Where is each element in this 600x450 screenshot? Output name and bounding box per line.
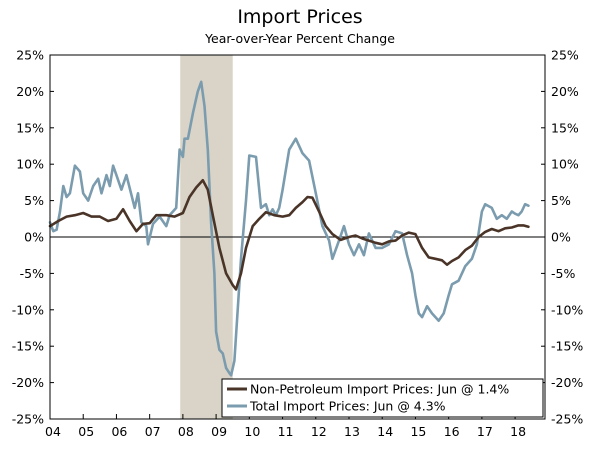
- y-tick-label-right: 20%: [551, 84, 579, 99]
- series-line-non-petroleum: [48, 178, 530, 291]
- chart-subtitle: Year-over-Year Percent Change: [205, 31, 395, 46]
- y-tick-label-right: -25%: [551, 412, 583, 427]
- x-tick-label: 04: [45, 424, 61, 439]
- y-tick-label-left: -25%: [12, 412, 44, 427]
- y-tick-label-right: 5%: [551, 193, 571, 208]
- x-tick-label: 16: [444, 424, 460, 439]
- x-tick-label: 08: [178, 424, 194, 439]
- y-tick-label-right: 10%: [551, 157, 579, 172]
- y-tick-label-right: 15%: [551, 120, 579, 135]
- legend: Non-Petroleum Import Prices: Jun @ 1.4% …: [221, 378, 544, 418]
- legend-label-non-petroleum: Non-Petroleum Import Prices: Jun @ 1.4%: [250, 382, 509, 397]
- x-tick-label: 15: [410, 424, 426, 439]
- x-tick-label: 14: [377, 424, 393, 439]
- x-tick-label: 06: [111, 424, 127, 439]
- legend-label-total: Total Import Prices: Jun @ 4.3%: [249, 399, 446, 414]
- x-tick-label: 05: [78, 424, 94, 439]
- y-tick-label-left: 5%: [24, 193, 44, 208]
- x-tick-label: 07: [145, 424, 161, 439]
- series-layer: [48, 80, 530, 377]
- x-tick-label: 18: [510, 424, 526, 439]
- series-line-total: [48, 80, 530, 377]
- x-tick-label: 13: [344, 424, 360, 439]
- y-tick-label-right: -15%: [551, 339, 583, 354]
- y-tick-label-right: -10%: [551, 302, 583, 317]
- y-tick-label-left: -5%: [20, 266, 44, 281]
- y-tick-label-left: -15%: [12, 339, 44, 354]
- x-tick-label: 09: [211, 424, 227, 439]
- y-tick-label-left: -10%: [12, 302, 44, 317]
- y-tick-label-right: -20%: [551, 375, 583, 390]
- y-tick-label-right: 25%: [551, 48, 579, 63]
- x-tick-label: 11: [278, 424, 294, 439]
- legend-box: [221, 378, 544, 418]
- y-tick-label-right: -5%: [551, 266, 575, 281]
- y-axis-left: 25% 20% 15% 10% 5% 0% -5% -10% -15% -20% -25%: [12, 48, 44, 427]
- x-tick-label: 12: [311, 424, 327, 439]
- y-tick-label-left: -20%: [12, 375, 44, 390]
- y-tick-label-right: 0%: [551, 230, 571, 245]
- plot-frame: [49, 54, 546, 420]
- y-tick-label-left: 15%: [16, 120, 44, 135]
- x-tick-label: 17: [477, 424, 493, 439]
- x-tick-label: 10: [244, 424, 260, 439]
- y-tick-label-left: 10%: [16, 157, 44, 172]
- y-tick-label-left: 20%: [16, 84, 44, 99]
- y-tick-label-left: 25%: [16, 48, 44, 63]
- x-axis: 04 05 06 07 08 09 10 11 12 13 14 15 16 17 18: [45, 414, 526, 439]
- chart-title: Import Prices: [237, 6, 363, 28]
- y-tick-label-left: 0%: [24, 230, 44, 245]
- y-axis-right: 25% 20% 15% 10% 5% 0% -5% -10% -15% -20% -25%: [551, 48, 583, 427]
